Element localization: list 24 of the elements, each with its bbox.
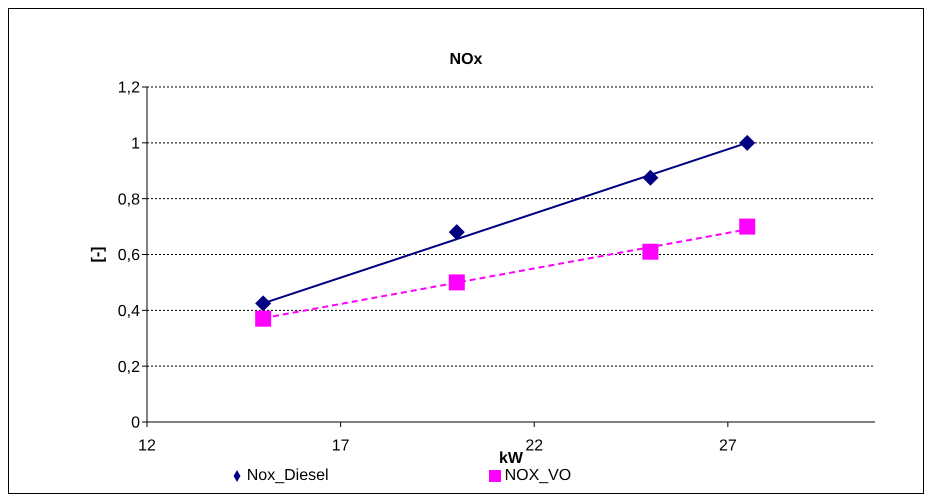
- point: [255, 310, 272, 327]
- x-tick-label: 22: [525, 437, 544, 454]
- legend-label: Nox_Diesel: [246, 467, 329, 484]
- x-tick-label: 12: [138, 437, 156, 454]
- chart-title: NOx: [448, 51, 484, 69]
- point: [642, 244, 658, 260]
- y-tick-label: 1,2: [118, 80, 140, 97]
- y-axis-title: [-]: [90, 246, 107, 262]
- point: [642, 170, 658, 186]
- y-tick-label: 0: [131, 414, 140, 432]
- y-tick-label: 0,2: [118, 358, 140, 376]
- y-tick-label: 1: [131, 136, 140, 153]
- point: [448, 224, 465, 240]
- point: [739, 134, 756, 151]
- point: [255, 295, 272, 312]
- x-tick-label: 27: [718, 437, 737, 454]
- point: [739, 218, 756, 235]
- y-tick-label: 0,4: [118, 303, 140, 320]
- x-tick-label: 17: [332, 437, 350, 454]
- x-axis-title: kW: [499, 450, 524, 467]
- legend-label: NOX_VO: [504, 467, 572, 484]
- point: [448, 274, 465, 290]
- y-tick-label: 0,8: [118, 191, 140, 208]
- y-tick-label: 0,6: [118, 247, 140, 264]
